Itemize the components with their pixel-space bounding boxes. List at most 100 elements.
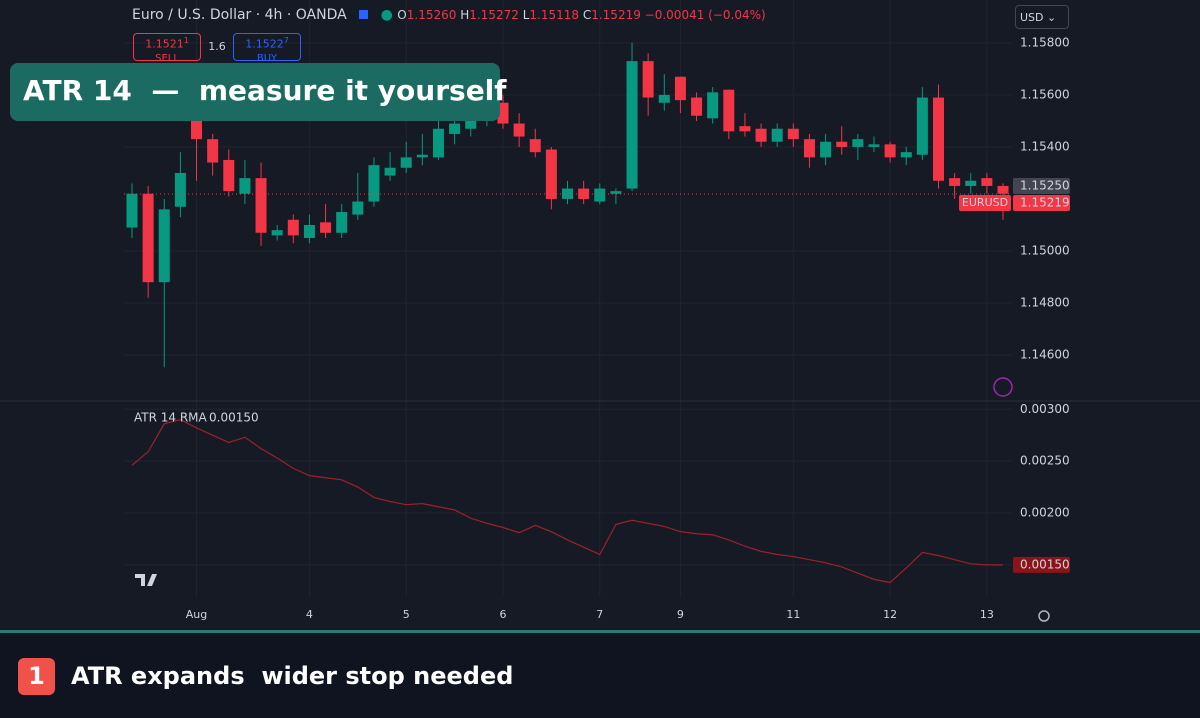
indicator-value: 0.00150 <box>209 411 259 425</box>
x-tick-label: Aug <box>186 608 207 621</box>
candle-body <box>158 209 170 283</box>
buy-price: 1.1522 <box>245 37 284 51</box>
x-tick-label: 11 <box>786 608 800 621</box>
candle-body <box>336 211 348 233</box>
atr-line <box>131 418 1004 584</box>
candle-body <box>787 128 799 140</box>
candle-body <box>271 230 283 236</box>
candle-body <box>191 118 203 140</box>
tv-logo-mark <box>135 574 157 586</box>
change: −0.00041 (−0.04%) <box>644 8 766 22</box>
candle-body <box>303 224 315 238</box>
y-tick-label: 0.00300 <box>1020 402 1070 416</box>
candle-body <box>239 178 251 194</box>
candle-body <box>174 172 186 207</box>
candle-body <box>884 144 896 158</box>
currency-select[interactable]: USD ⌄ <box>1015 5 1069 29</box>
candle-body <box>513 123 525 137</box>
candle-body <box>432 128 444 158</box>
open: 1.15260 <box>406 8 457 22</box>
y-tick-label: 1.14600 <box>1020 348 1070 362</box>
candle-body <box>739 126 751 132</box>
candle-body <box>658 94 670 103</box>
x-tick-label: 6 <box>499 608 506 621</box>
settings-icon <box>1038 610 1050 622</box>
candle-body <box>916 97 928 155</box>
low-label: L <box>522 8 530 22</box>
symbol-tag-box <box>959 195 1011 212</box>
candle-body <box>771 128 783 142</box>
candle-body <box>497 102 509 124</box>
sell-label: SELL <box>155 52 179 64</box>
marker-price-label: 1.15250 <box>1020 178 1070 192</box>
candle-body <box>352 201 364 215</box>
candle-body <box>803 139 815 158</box>
x-tick-label: 12 <box>883 608 897 621</box>
candle-body <box>820 141 832 158</box>
candle-body <box>594 188 606 202</box>
close: 1.15219 <box>591 8 641 22</box>
candle-body <box>449 123 461 134</box>
buy-label: BUY <box>256 52 278 64</box>
candle-body <box>320 222 332 233</box>
candle-body <box>287 219 299 236</box>
candle-body <box>529 139 541 153</box>
sell-button[interactable]: 1.15211 SELL <box>133 33 201 64</box>
last-value-label: 0.00150 <box>1020 557 1070 571</box>
buy-price-sup: 7 <box>283 36 289 45</box>
footer-text: ATR expands wider stop needed <box>71 662 514 690</box>
x-tick-label: 5 <box>403 608 410 621</box>
candle-body <box>223 159 235 192</box>
candle-body <box>755 128 767 142</box>
sell-price-sup: 1 <box>183 36 189 45</box>
y-tick-label: 1.15600 <box>1020 87 1070 101</box>
marker-price-box <box>1013 177 1070 194</box>
last-price-box <box>1013 195 1070 212</box>
candle-body <box>255 178 267 233</box>
x-tick-label: 13 <box>980 608 994 621</box>
candle-body <box>707 92 719 119</box>
candle-body <box>126 193 138 228</box>
x-tick-label: 9 <box>677 608 684 621</box>
buy-button[interactable]: 1.15227 BUY <box>233 33 301 64</box>
candle-body <box>836 141 848 147</box>
candle-body <box>723 89 735 132</box>
candle-body <box>674 76 686 101</box>
currency: USD <box>1020 11 1044 24</box>
y-tick-label: 1.15800 <box>1020 35 1070 49</box>
symbol-tag: EURUSD <box>962 196 1008 209</box>
symbol-header: Euro / U.S. Dollar · 4h · OANDA ● O1.152… <box>132 7 766 23</box>
candle-body <box>949 178 961 186</box>
candle-body <box>578 188 590 199</box>
candle-body <box>368 165 380 202</box>
high-label: H <box>460 8 470 22</box>
step-badge: 1 <box>18 658 55 695</box>
candle-body <box>965 180 977 186</box>
y-tick-label: 1.14800 <box>1020 295 1070 309</box>
candle-body <box>642 61 654 98</box>
x-tick-label: 7 <box>596 608 603 621</box>
candle-body <box>900 152 912 158</box>
candle-body <box>400 157 412 168</box>
last-price-label: 1.15219 <box>1020 196 1070 210</box>
candle-body <box>142 193 154 283</box>
candle-body <box>562 188 574 199</box>
y-tick-label: 1.15000 <box>1020 243 1070 257</box>
low: 1.15118 <box>529 8 579 22</box>
symbol[interactable]: Euro / U.S. Dollar · 4h · OANDA <box>132 7 347 23</box>
candle-body <box>207 139 219 163</box>
candle-body <box>981 178 993 186</box>
candle-body <box>997 185 1009 194</box>
candle-body <box>465 120 477 129</box>
candle-body <box>384 167 396 176</box>
banner: ATR 14 — measure it yourself <box>10 63 506 121</box>
open-label: O <box>397 8 407 22</box>
last-value-box <box>1013 556 1070 573</box>
indicator-title: ATR 14 RMA <box>134 411 208 425</box>
candle-body <box>416 154 428 158</box>
footer: 1 ATR expands wider stop needed <box>0 630 1200 718</box>
candle-body <box>691 97 703 116</box>
spread: 1.6 <box>208 40 226 53</box>
y-tick-label: 0.00250 <box>1020 454 1070 468</box>
